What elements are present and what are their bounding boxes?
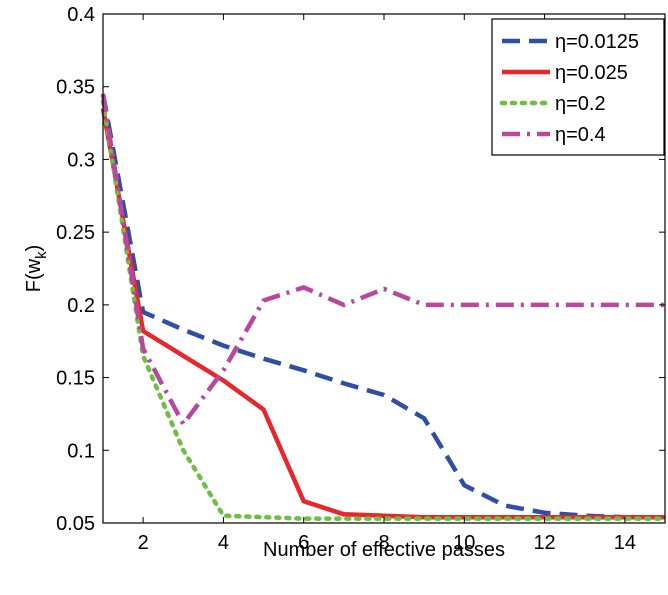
x-tick-label: 4: [218, 532, 229, 554]
y-tick-label: 0.4: [67, 4, 95, 26]
x-axis-label: Number of effective passes: [263, 539, 505, 561]
y-axis-label-subscript: k: [33, 251, 50, 259]
legend-label-0: η=0.0125: [555, 31, 639, 53]
legend-box: [491, 18, 665, 156]
y-tick-label: 0.1: [67, 440, 95, 462]
ticks-layer: 2 4 6 8 10 12 14 0.05 0.1 0.15 0.2 0.25 0.3 0.35 0.4: [56, 4, 665, 554]
y-axis-label-close: ): [23, 245, 45, 252]
series-line-0: [100, 93, 665, 520]
x-tick-label: 6: [298, 532, 309, 554]
legend: η=0.0125 η=0.025 η=0.2 η=0.4: [491, 18, 665, 156]
y-axis-label: F(wk): [23, 245, 50, 293]
y-tick-label: 0.25: [56, 222, 95, 244]
y-tick-label: 0.15: [56, 368, 95, 390]
legend-label-3: η=0.4: [555, 124, 606, 146]
series-line-1: [100, 108, 665, 520]
y-tick-label: 0.05: [56, 513, 95, 535]
series-line-3: [100, 93, 665, 427]
y-tick-label: 0.3: [67, 149, 95, 171]
data-series-layer: [100, 93, 668, 521]
legend-label-2: η=0.2: [555, 93, 606, 115]
legend-label-1: η=0.025: [555, 62, 628, 84]
x-tick-label: 10: [453, 532, 475, 554]
y-tick-label: 0.2: [67, 295, 95, 317]
x-tick-label: 2: [138, 532, 149, 554]
x-tick-label: 12: [533, 532, 555, 554]
x-tick-label: 8: [378, 532, 389, 554]
y-axis-label-main: F(w: [23, 258, 45, 292]
x-tick-label: 14: [614, 532, 636, 554]
series-line-2: [100, 99, 668, 521]
y-tick-label: 0.35: [56, 77, 95, 99]
